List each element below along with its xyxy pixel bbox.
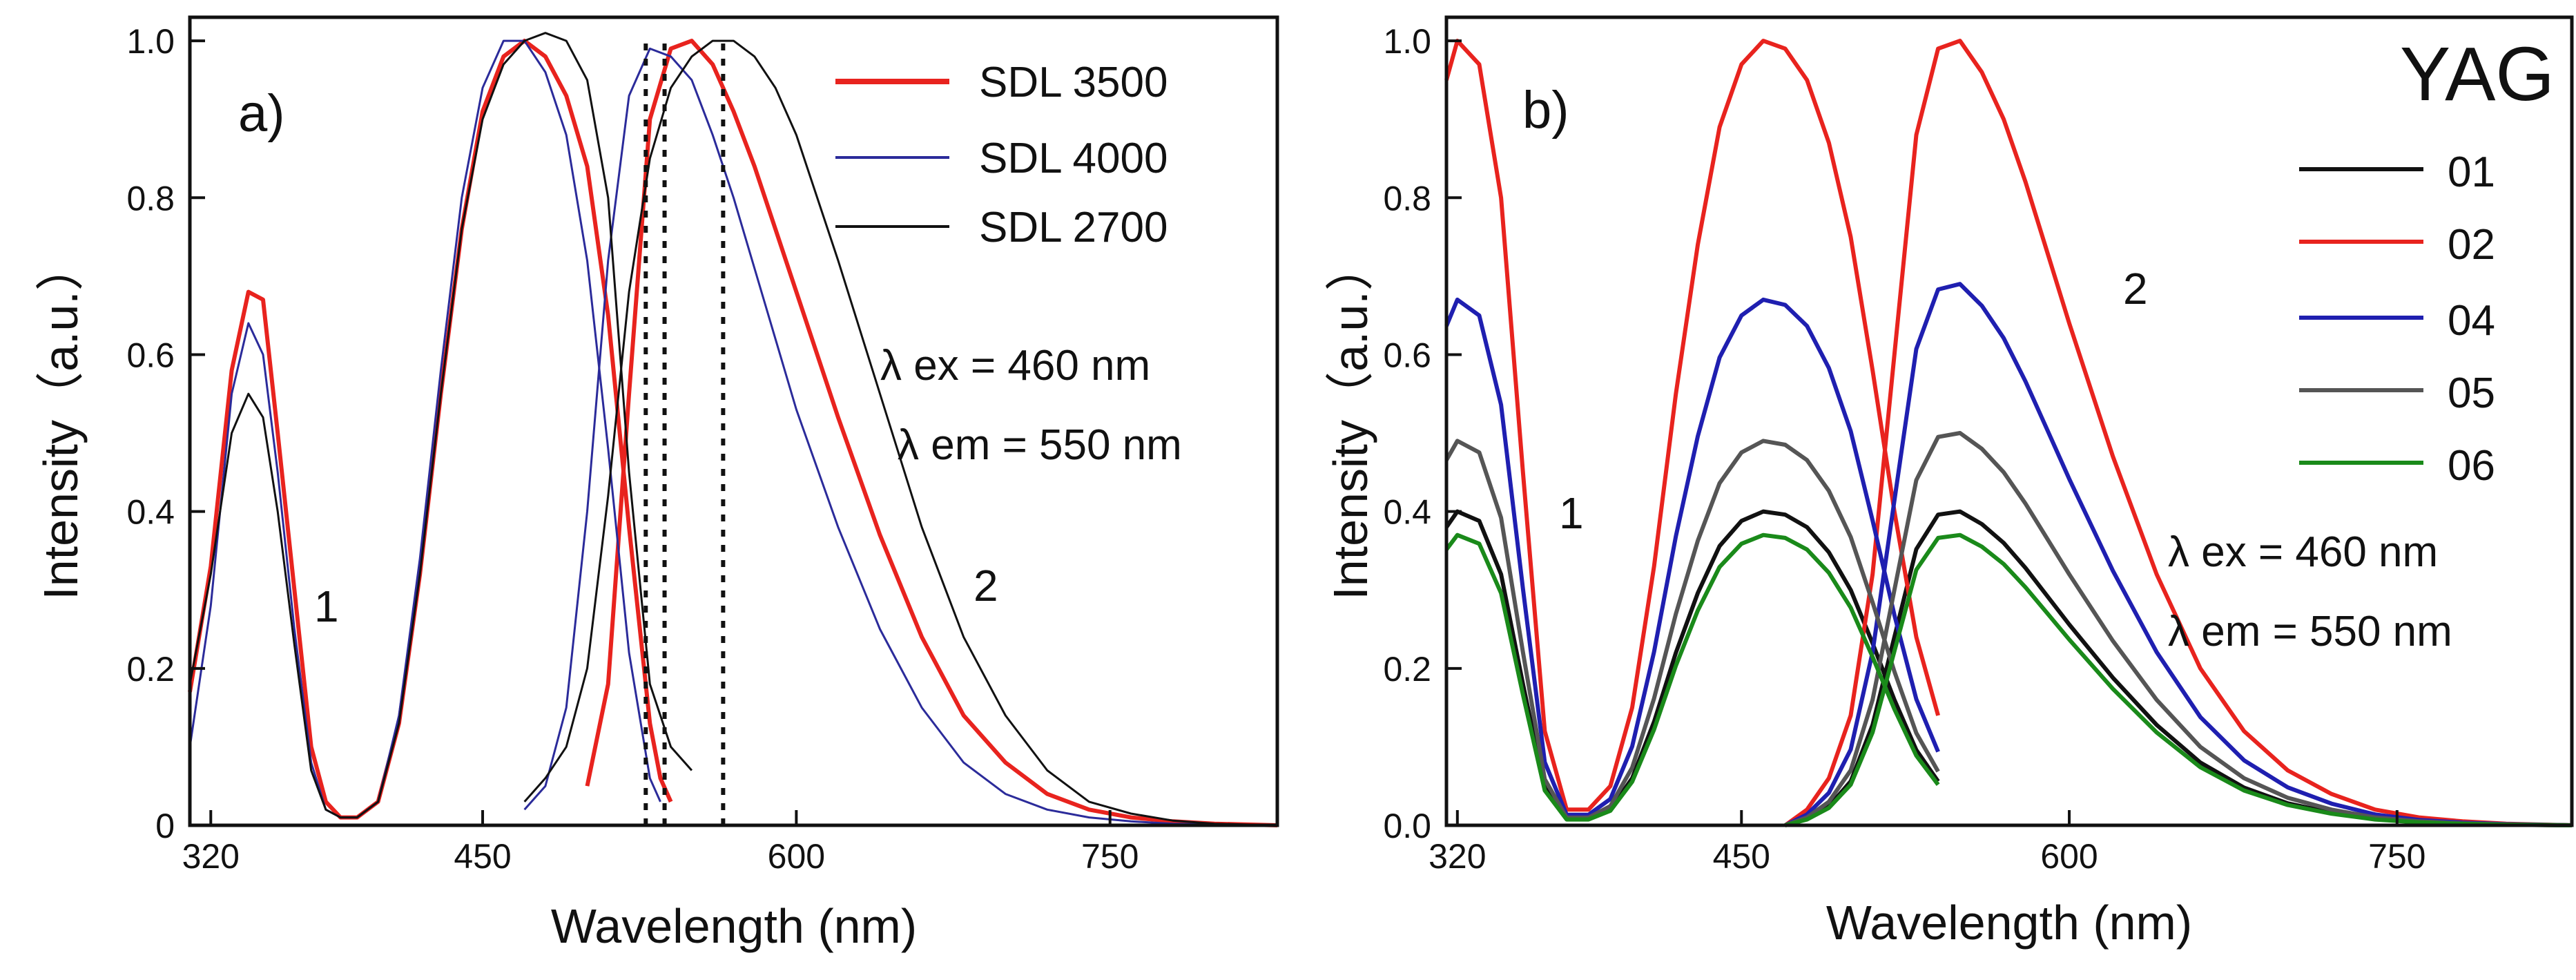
panel-a-y-tick-label-1: 0.2: [126, 650, 175, 689]
panel-b-curves: [1444, 39, 2573, 827]
series-sdl2700-excitation-line: [188, 32, 693, 819]
series-01-excitation-line: [1444, 509, 1940, 821]
series-sdl4000-excitation-line: [188, 39, 661, 819]
panel-b-x-tick-label-320: 320: [1429, 837, 1486, 876]
panel-b-y-tick-label-5: 1.0: [1383, 22, 1431, 61]
panel-a-y-tick-label-2: 0.4: [126, 493, 175, 532]
legend-label-sdl2700: SDL 2700: [979, 204, 1168, 251]
panel-a-y-tick-label-0: 0: [155, 807, 175, 845]
panel-a-x-axis-label: Wavelength (nm): [551, 899, 917, 953]
panel-b-annotation-excitation: λ ex = 460 nm: [2168, 528, 2438, 576]
panel-a-vertical-markers: [643, 41, 726, 825]
panel-a-curve-label-emission: 2: [974, 561, 998, 611]
legend-label-sdl4000: SDL 4000: [979, 135, 1168, 182]
series-06-emission-line: [1784, 532, 2573, 827]
series-sdl4000-emission-line: [523, 47, 1278, 827]
panel-b-y-tick-label-4: 0.8: [1383, 179, 1431, 218]
panel-b-x-tick-label-450: 450: [1713, 837, 1770, 876]
panel-b-x-tick-label-600: 600: [2040, 837, 2098, 876]
series-06-excitation-line: [1444, 532, 1940, 822]
series-sdl3500-excitation-line: [188, 39, 673, 820]
series-02-excitation-line: [1444, 39, 1940, 812]
panel-a-tag: a): [238, 84, 285, 143]
legend-label-05: 05: [2448, 369, 2495, 417]
panel-b-plot-frame: [1444, 15, 2574, 827]
panel-b-x-tick-label-750: 750: [2368, 837, 2425, 876]
panel-b-annotation-emission: λ em = 550 nm: [2168, 608, 2452, 655]
panel-a-legend: SDL 3500 SDL 4000 SDL 2700: [835, 59, 1168, 251]
panel-a-annotation-excitation: λ ex = 460 nm: [880, 342, 1150, 390]
panel-b: 320 450 600 750 0.0 0.2 0.4 0.6 0.8 1.0 b) YAG 01…: [1324, 15, 2574, 950]
panel-a-annotation-emission: λ em = 550 nm: [898, 421, 1182, 469]
panel-a-curve-label-excitation: 1: [314, 582, 339, 631]
panel-b-y-axis-label: Intensity（a.u.）: [1324, 242, 1377, 599]
panel-a-ticks: 320 450 600 750 0 0.2 0.4 0.6 0.8 1.0: [126, 22, 1139, 876]
panel-a-x-tick-label-450: 450: [454, 837, 511, 876]
panel-b-y-tick-label-1: 0.2: [1383, 650, 1431, 689]
panel-a-y-axis-label: Intensity（a.u.）: [34, 242, 88, 599]
panel-a-x-tick-label-600: 600: [768, 837, 825, 876]
panel-a-y-tick-label-3: 0.6: [126, 336, 175, 374]
panel-b-y-tick-label-0: 0.0: [1383, 807, 1431, 845]
panel-b-tag: b): [1522, 81, 1569, 140]
panel-a-y-tick-label-5: 1.0: [126, 22, 175, 61]
series-sdl2700-emission-line: [523, 39, 1278, 827]
panel-a-y-tick-label-4: 0.8: [126, 179, 175, 218]
panel-b-x-axis-label: Wavelength (nm): [1826, 896, 2192, 950]
panel-b-curve-label-excitation: 1: [1559, 488, 1584, 538]
series-05-excitation-line: [1444, 439, 1940, 820]
series-04-excitation-line: [1444, 297, 1940, 817]
panel-a: 320 450 600 750 0 0.2 0.4 0.6 0.8 1.0 a) SDL 3500…: [34, 15, 1279, 953]
panel-b-legend: 01 02 04 05 06: [2299, 148, 2495, 490]
panel-a-x-tick-label-750: 750: [1081, 837, 1139, 876]
legend-label-02: 02: [2448, 221, 2495, 269]
legend-label-sdl3500: SDL 3500: [979, 59, 1168, 106]
panel-b-ticks: 320 450 600 750 0.0 0.2 0.4 0.6 0.8 1.0: [1383, 22, 2425, 876]
panel-a-x-tick-label-320: 320: [182, 837, 240, 876]
panel-a-plot-frame: [188, 15, 1279, 827]
panel-b-y-tick-label-2: 0.4: [1383, 493, 1431, 532]
legend-label-01: 01: [2448, 148, 2495, 196]
panel-b-curve-label-emission: 2: [2123, 264, 2148, 314]
legend-label-06: 06: [2448, 442, 2495, 490]
legend-label-04: 04: [2448, 297, 2495, 345]
panel-b-y-tick-label-3: 0.6: [1383, 336, 1431, 374]
panel-b-title-yag: YAG: [2400, 32, 2555, 117]
series-02-emission-line: [1783, 39, 2573, 827]
